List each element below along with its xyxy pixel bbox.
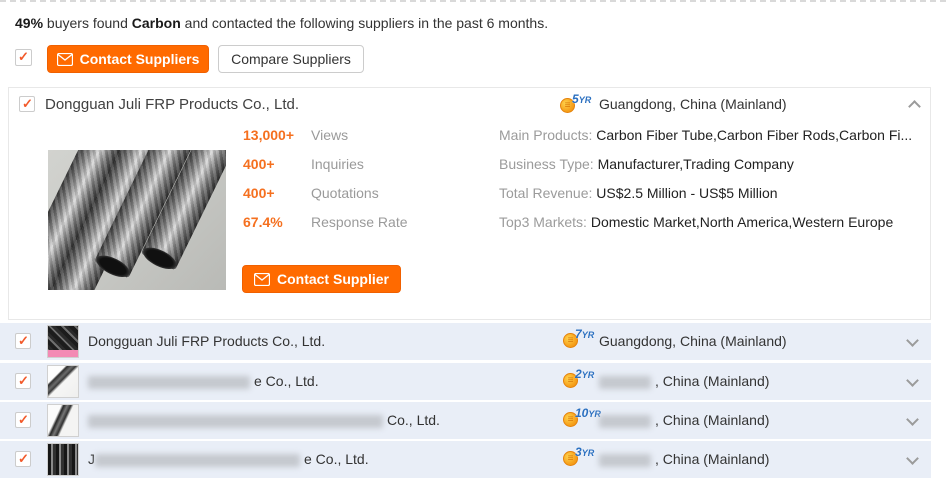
gold-supplier-coin-icon (563, 451, 578, 466)
stat-views-label: Views (311, 127, 349, 143)
envelope-icon (253, 272, 270, 286)
expand-chevron-icon[interactable] (908, 336, 917, 345)
supplier-row[interactable]: Dongguan Juli FRP Products Co., Ltd. 7YR… (0, 323, 931, 360)
expanded-supplier-card: Dongguan Juli FRP Products Co., Ltd. 5YR… (8, 87, 931, 320)
detail-business-type: Business Type: Manufacturer,Trading Comp… (499, 156, 794, 172)
supplier-thumbnail (47, 404, 79, 437)
select-all-checkbox[interactable] (15, 49, 32, 66)
supplier-location: Guangdong, China (Mainland) (599, 333, 787, 349)
supplier-checkbox[interactable] (15, 412, 31, 428)
buyer-percent: 49% (15, 15, 44, 31)
product-image-carbon-tubes[interactable] (48, 150, 226, 290)
compare-suppliers-label: Compare Suppliers (231, 51, 351, 67)
blurred-name-segment (88, 414, 383, 428)
detail-top3-markets: Top3 Markets: Domestic Market,North Amer… (499, 214, 894, 230)
supplier-location: , China (Mainland) (599, 451, 769, 467)
blurred-location-segment (599, 375, 651, 389)
supplier-thumbnail (47, 365, 79, 398)
gold-supplier-coin-icon (560, 98, 575, 113)
stat-inquiries-label: Inquiries (311, 156, 364, 172)
gold-supplier-coin-icon (563, 333, 578, 348)
stat-response-rate-label: Response Rate (311, 214, 408, 230)
supplier-checkbox[interactable] (15, 373, 31, 389)
supplier-checkbox[interactable] (15, 333, 31, 349)
stat-response-rate-value: 67.4% (243, 214, 283, 230)
blurred-name-segment (88, 375, 250, 389)
supplier-checkbox[interactable] (19, 96, 35, 112)
supplier-thumbnail (47, 443, 79, 476)
detail-main-products: Main Products: Carbon Fiber Tube,Carbon … (499, 127, 913, 143)
contact-suppliers-button[interactable]: Contact Suppliers (47, 45, 209, 73)
results-summary: 49% buyers found Carbon and contacted th… (15, 15, 549, 31)
supplier-name[interactable]: Dongguan Juli FRP Products Co., Ltd. (45, 96, 300, 113)
gold-supplier-years-badge: 7YR (575, 327, 595, 341)
supplier-name[interactable]: Dongguan Juli FRP Products Co., Ltd. (88, 333, 326, 349)
supplier-row[interactable]: e Co., Ltd. 2YR , China (Mainland) (0, 363, 931, 400)
contact-supplier-label: Contact Supplier (276, 271, 389, 287)
supplier-name[interactable]: e Co., Ltd. (88, 373, 319, 389)
gold-supplier-coin-icon (563, 412, 578, 427)
supplier-location: Guangdong, China (Mainland) (599, 96, 787, 112)
collapse-chevron-icon[interactable] (910, 98, 919, 107)
supplier-name[interactable]: Co., Ltd. (88, 412, 440, 428)
expand-chevron-icon[interactable] (908, 415, 917, 424)
detail-total-revenue: Total Revenue: US$2.5 Million - US$5 Mil… (499, 185, 778, 201)
supplier-location: , China (Mainland) (599, 412, 769, 428)
gold-supplier-coin-icon (563, 373, 578, 388)
supplier-row[interactable]: Co., Ltd. 10YR , China (Mainland) (0, 402, 931, 439)
stat-inquiries-value: 400+ (243, 156, 275, 172)
blurred-name-segment (95, 453, 300, 467)
supplier-checkbox[interactable] (15, 451, 31, 467)
expand-chevron-icon[interactable] (908, 376, 917, 385)
contact-supplier-button[interactable]: Contact Supplier (242, 265, 401, 293)
search-keyword: Carbon (131, 15, 181, 31)
stat-quotations-value: 400+ (243, 185, 275, 201)
stat-views-value: 13,000+ (243, 127, 294, 143)
compare-suppliers-button[interactable]: Compare Suppliers (218, 45, 364, 73)
contact-suppliers-label: Contact Suppliers (79, 51, 200, 67)
stat-quotations-label: Quotations (311, 185, 379, 201)
supplier-thumbnail (47, 325, 79, 358)
supplier-location: , China (Mainland) (599, 373, 769, 389)
gold-supplier-years-badge: 10YR (575, 406, 601, 420)
expand-chevron-icon[interactable] (908, 454, 917, 463)
gold-supplier-years-badge: 5YR (572, 92, 592, 106)
gold-supplier-years-badge: 3YR (575, 445, 595, 459)
blurred-location-segment (599, 453, 651, 467)
blurred-location-segment (599, 414, 651, 428)
supplier-row[interactable]: Je Co., Ltd. 3YR , China (Mainland) (0, 441, 931, 478)
gold-supplier-years-badge: 2YR (575, 367, 595, 381)
envelope-icon (56, 52, 73, 66)
